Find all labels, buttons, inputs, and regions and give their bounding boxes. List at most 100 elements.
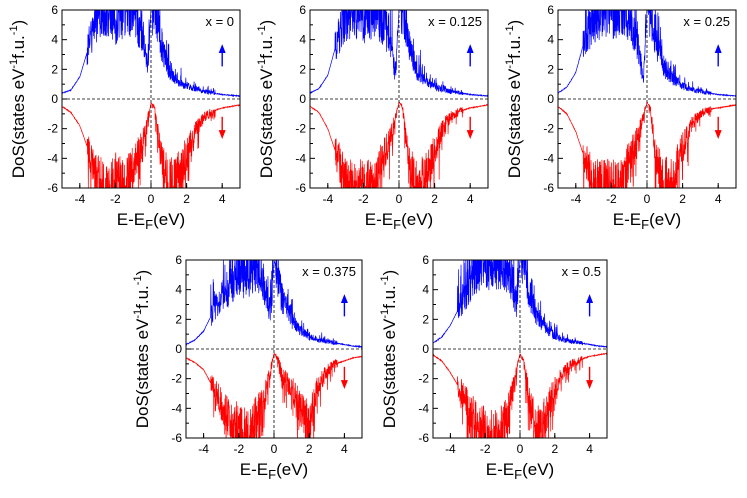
y-tick-label: 4 <box>547 33 554 47</box>
x-tick-label: -2 <box>480 442 491 456</box>
y-tick-label: -6 <box>418 431 429 445</box>
x-axis-label-main: E-E <box>613 210 641 229</box>
y-tick-label: 0 <box>422 342 429 356</box>
y-tick-label: -6 <box>543 181 554 195</box>
panel-5: -4 -2 0 2 4 -6 -4 -2 0 2 4 6 x = 0.5 E-EF(eV) DoS(stat… <box>379 253 608 482</box>
y-axis-label: DoS(states eV-1f.u.-1) <box>379 270 399 428</box>
x-tick-label: 2 <box>679 192 686 206</box>
panel-label: x = 0.125 <box>428 14 482 29</box>
y-axis-label-sup: -1 <box>379 309 391 319</box>
y-axis-label-close: ) <box>133 270 152 276</box>
x-axis-label-sub: F <box>393 217 401 232</box>
panel-label: x = 0.375 <box>302 264 356 279</box>
y-tick-label: 4 <box>422 283 429 297</box>
y-axis-label-main: DoS(states eV <box>505 68 524 178</box>
x-tick-label: 2 <box>306 442 313 456</box>
y-tick-label: 4 <box>299 33 306 47</box>
y-tick-label: 2 <box>422 312 429 326</box>
x-tick-label: 4 <box>715 192 722 206</box>
panel-label: x = 0 <box>205 14 234 29</box>
y-tick-label: 6 <box>422 253 429 267</box>
y-axis-label: DoS(states eV-1f.u.-1) <box>504 20 524 178</box>
y-tick-label: -2 <box>171 372 182 386</box>
x-tick-label: -2 <box>233 442 244 456</box>
spin-down-arrowhead-icon <box>340 380 348 390</box>
x-axis-label-main: E-E <box>486 460 514 479</box>
x-axis-label: E-EF(eV) <box>240 460 308 482</box>
y-axis-label: DoS(states eV-1f.u.-1) <box>8 20 28 178</box>
panel-label: x = 0.25 <box>683 14 730 29</box>
y-axis-label-main: DoS(states eV <box>380 318 399 428</box>
y-axis-label: DoS(states eV-1f.u.-1) <box>132 270 152 428</box>
y-axis-label-mid: f.u. <box>380 285 399 309</box>
y-axis-label-sup: -1 <box>132 275 144 285</box>
y-tick-label: 0 <box>547 92 554 106</box>
spin-up-curve <box>558 10 736 98</box>
y-axis-label-sup: -1 <box>132 309 144 319</box>
x-tick-label: 4 <box>341 442 348 456</box>
x-axis-label-unit: (eV) <box>153 210 185 229</box>
panel-label: x = 0.5 <box>562 264 601 279</box>
y-tick-label: -6 <box>295 181 306 195</box>
y-tick-label: 6 <box>51 3 58 17</box>
panel-3: -4 -2 0 2 4 -6 -4 -2 0 2 4 6 x = 0.25 E-EF(eV) DoS(sta… <box>504 3 737 232</box>
x-tick-label: 0 <box>148 192 155 206</box>
y-tick-label: -4 <box>295 151 306 165</box>
y-tick-label: -4 <box>47 151 58 165</box>
y-axis-label-mid: f.u. <box>257 35 276 59</box>
y-axis-label: DoS(states eV-1f.u.-1) <box>256 20 276 178</box>
y-axis-label-main: DoS(states eV <box>257 68 276 178</box>
spin-up-arrowhead-icon <box>466 44 474 54</box>
y-axis-label-sup: -1 <box>504 25 516 35</box>
x-tick-label: 2 <box>431 192 438 206</box>
x-tick-label: 0 <box>396 192 403 206</box>
spin-up-arrowhead-icon <box>340 294 348 304</box>
y-axis-label-mid: f.u. <box>505 35 524 59</box>
x-tick-label: -4 <box>198 442 209 456</box>
x-axis-label: E-EF(eV) <box>117 210 185 232</box>
x-tick-label: -4 <box>322 192 333 206</box>
x-axis-label-unit: (eV) <box>522 460 554 479</box>
x-axis-label-unit: (eV) <box>276 460 308 479</box>
x-tick-label: 4 <box>586 442 593 456</box>
y-tick-label: 6 <box>547 3 554 17</box>
y-tick-label: 4 <box>51 33 58 47</box>
y-axis-label-main: DoS(states eV <box>9 68 28 178</box>
x-tick-label: 0 <box>271 442 278 456</box>
y-tick-label: 0 <box>51 92 58 106</box>
y-axis-label-close: ) <box>257 20 276 26</box>
x-tick-label: -4 <box>445 442 456 456</box>
spin-down-curve <box>433 352 607 438</box>
x-axis-label: E-EF(eV) <box>486 460 554 482</box>
x-tick-label: -2 <box>606 192 617 206</box>
x-tick-label: -2 <box>358 192 369 206</box>
x-axis-label-unit: (eV) <box>401 210 433 229</box>
spin-down-arrowhead-icon <box>218 130 226 140</box>
y-tick-label: -6 <box>47 181 58 195</box>
x-tick-label: -2 <box>110 192 121 206</box>
y-tick-label: 2 <box>547 62 554 76</box>
x-axis-label-unit: (eV) <box>649 210 681 229</box>
y-axis-label-sup: -1 <box>504 59 516 69</box>
y-axis-label-mid: f.u. <box>9 35 28 59</box>
y-tick-label: -2 <box>295 122 306 136</box>
spin-down-arrowhead-icon <box>586 380 594 390</box>
y-tick-label: 6 <box>299 3 306 17</box>
spin-up-curve <box>310 10 488 97</box>
x-axis-label: E-EF(eV) <box>613 210 681 232</box>
y-tick-label: -4 <box>543 151 554 165</box>
y-axis-label-close: ) <box>9 20 28 26</box>
y-tick-label: 6 <box>175 253 182 267</box>
spin-up-curve <box>433 260 607 348</box>
panel-2: -4 -2 0 2 4 -6 -4 -2 0 2 4 6 x = 0.125 E-EF(eV) DoS(st… <box>256 3 489 232</box>
y-axis-label-mid: f.u. <box>133 285 152 309</box>
y-tick-label: 2 <box>299 62 306 76</box>
x-axis-label-main: E-E <box>240 460 268 479</box>
spin-down-arrowhead-icon <box>466 130 474 140</box>
x-axis-label-sub: F <box>514 467 522 482</box>
spin-down-curve <box>62 101 240 188</box>
spin-up-arrowhead-icon <box>586 294 594 304</box>
y-axis-label-sup: -1 <box>256 59 268 69</box>
x-tick-label: -4 <box>570 192 581 206</box>
